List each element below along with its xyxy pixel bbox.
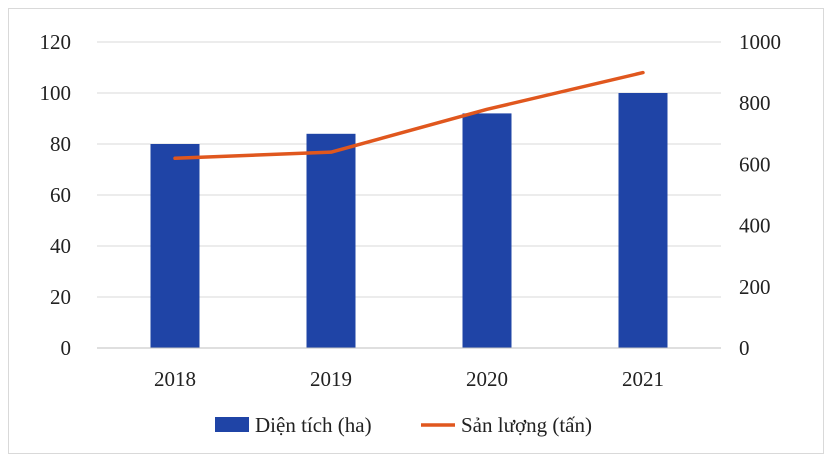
left-tick-label: 100	[40, 81, 72, 105]
right-tick-label: 200	[739, 275, 771, 299]
right-tick-label: 0	[739, 336, 750, 360]
chart-frame: 0 20 40 60 80 100 120 0 200 400 600 800 1000 2018 20…	[8, 8, 824, 454]
left-tick-label: 80	[50, 132, 71, 156]
legend-swatch-dientich	[215, 417, 249, 432]
bar-2021	[618, 93, 668, 348]
left-tick-label: 0	[61, 336, 72, 360]
x-axis-ticks: 2018 2019 2020 2021	[154, 367, 664, 391]
right-tick-label: 600	[739, 152, 771, 176]
left-tick-label: 120	[40, 30, 72, 54]
x-tick-label-2019: 2019	[310, 367, 352, 391]
line-series	[173, 70, 645, 161]
gridlines	[97, 41, 721, 298]
legend-label-sanluong: Sản lượng (tấn)	[461, 413, 592, 437]
right-tick-label: 400	[739, 214, 771, 238]
left-tick-label: 40	[50, 234, 71, 258]
x-tick-label-2021: 2021	[622, 367, 664, 391]
x-tick-label-2020: 2020	[466, 367, 508, 391]
left-tick-label: 60	[50, 183, 71, 207]
right-tick-label: 800	[739, 91, 771, 115]
legend: Diện tích (ha) Sản lượng (tấn)	[215, 413, 592, 437]
right-tick-label: 1000	[739, 30, 781, 54]
legend-label-dientich: Diện tích (ha)	[255, 413, 372, 437]
bar-2019	[306, 133, 356, 348]
bar-series	[150, 93, 668, 349]
left-tick-label: 20	[50, 285, 71, 309]
bar-2018	[150, 144, 200, 348]
left-axis-ticks: 0 20 40 60 80 100 120	[40, 30, 72, 360]
right-axis-ticks: 0 200 400 600 800 1000	[739, 30, 781, 360]
line-sanluong	[173, 70, 645, 161]
bar-2020	[462, 113, 512, 349]
x-tick-label-2018: 2018	[154, 367, 196, 391]
